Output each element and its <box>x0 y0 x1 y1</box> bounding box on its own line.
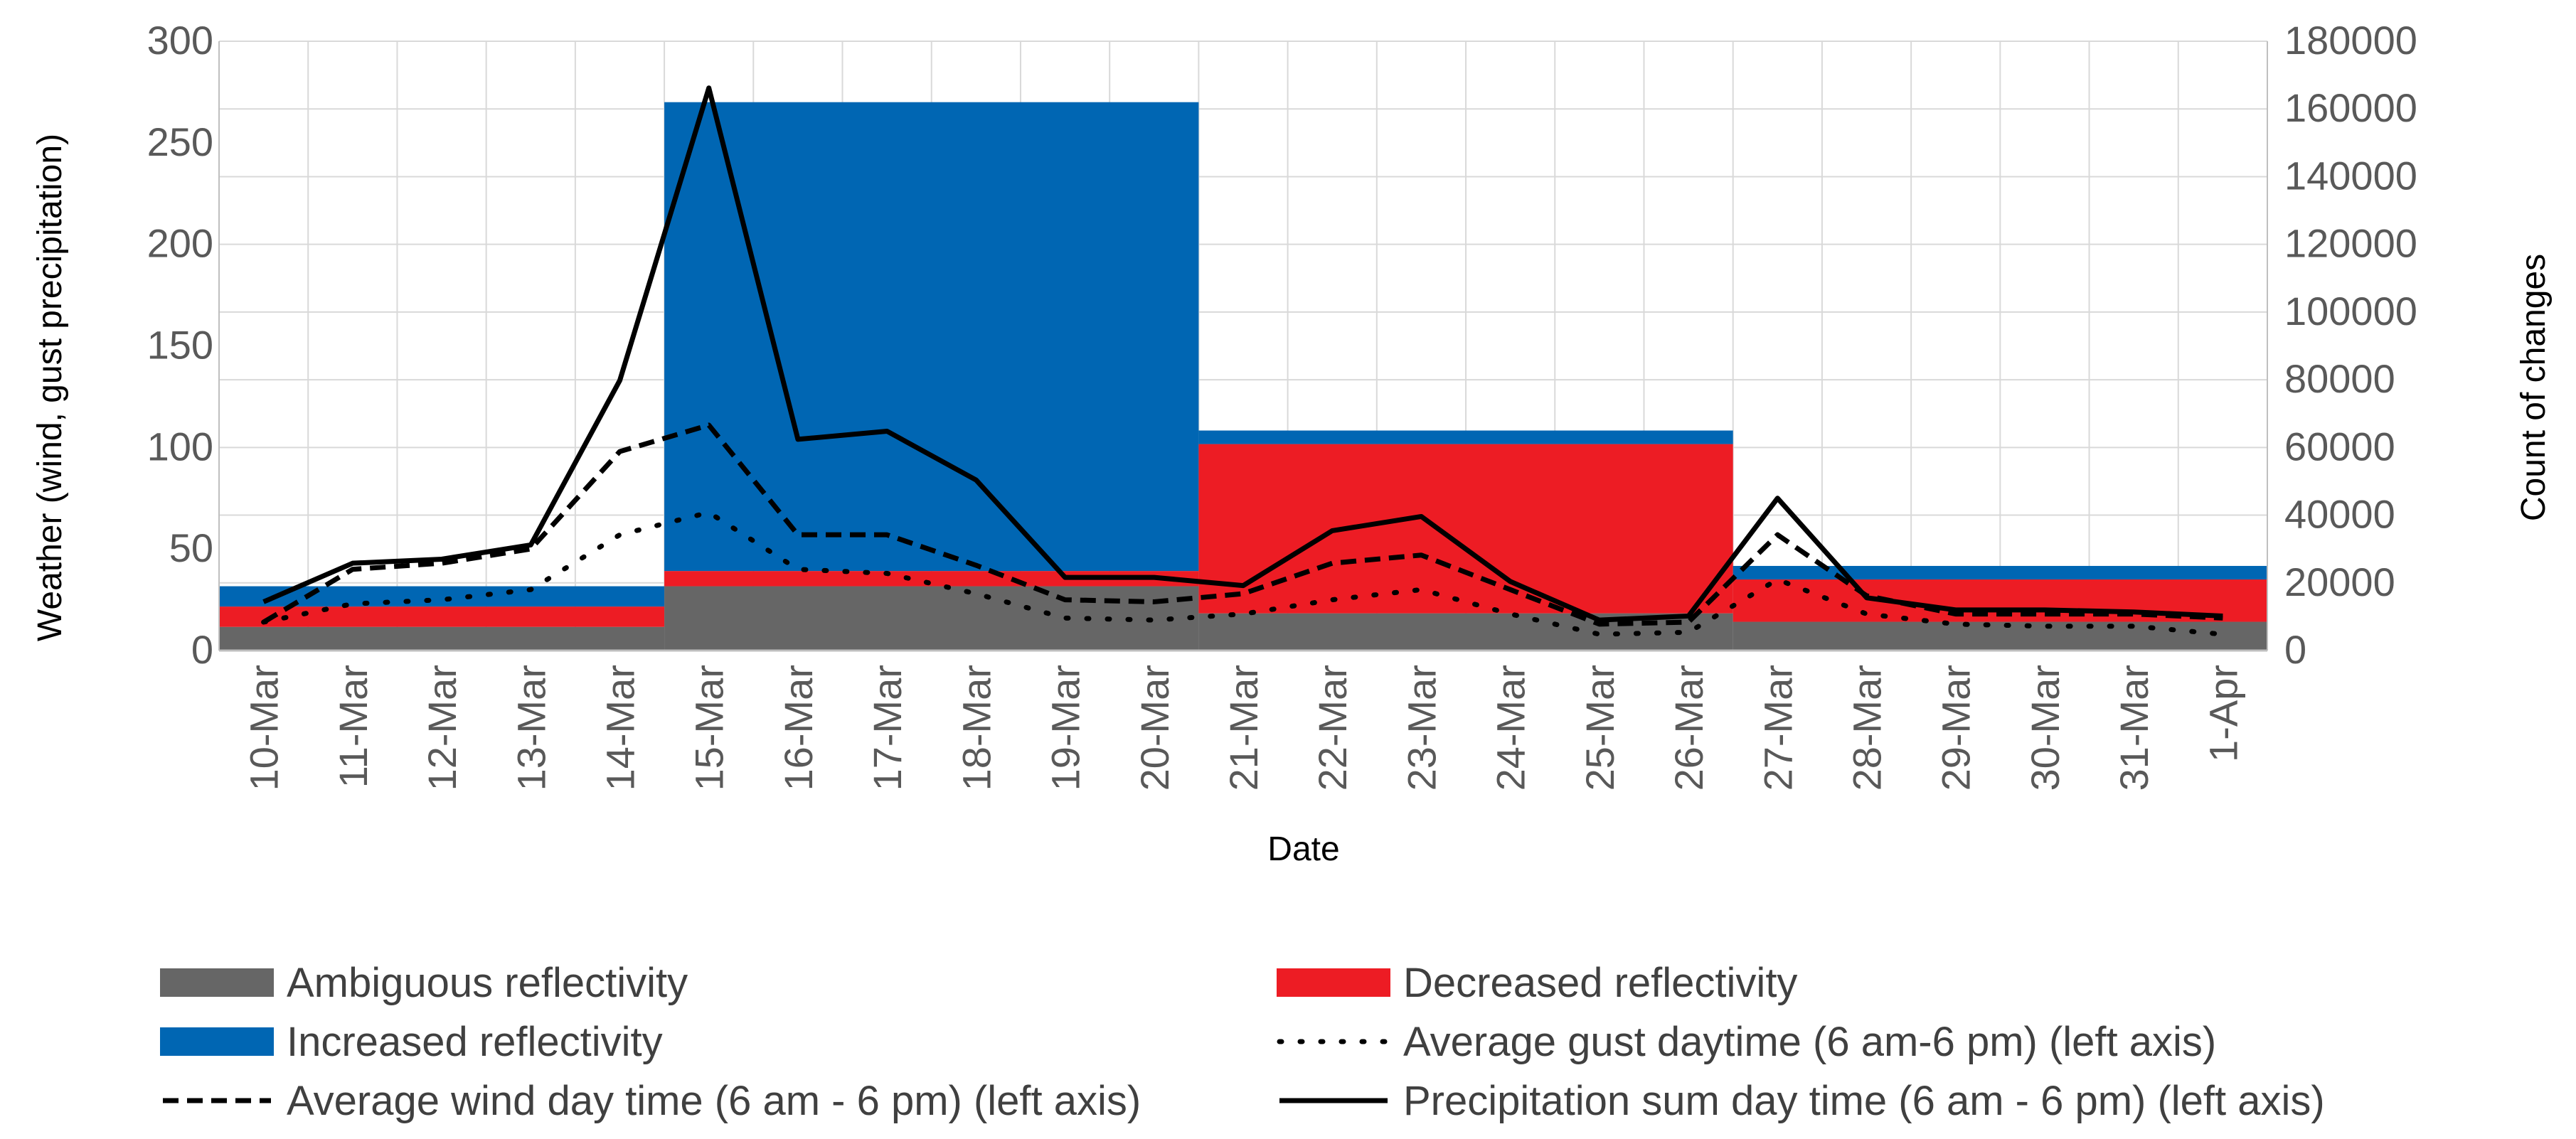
legend-label: Average gust daytime (6 am-6 pm) (left a… <box>1403 1019 2216 1065</box>
bar-decreased-period-3 <box>1198 444 1733 614</box>
right-tick-label: 120000 <box>2284 221 2417 266</box>
left-axis-title: Weather (wind, gust precipitation) <box>31 134 69 641</box>
line-dashed <box>262 422 2223 627</box>
legend-label: Decreased reflectivity <box>1403 960 1797 1006</box>
bar-ambiguous-period-2 <box>664 586 1199 651</box>
left-tick-label: 100 <box>147 424 213 469</box>
x-tick-label: 16-Mar <box>776 665 821 791</box>
x-tick-label: 15-Mar <box>687 665 732 791</box>
x-tick-label: 12-Mar <box>420 665 464 791</box>
right-tick-label: 40000 <box>2284 492 2395 537</box>
x-tick-label: 26-Mar <box>1666 665 1711 791</box>
left-tick-label: 50 <box>169 525 213 570</box>
right-tick-label: 60000 <box>2284 424 2395 469</box>
x-tick-label: 21-Mar <box>1221 665 1266 791</box>
x-tick-label: 23-Mar <box>1399 665 1444 791</box>
bar-increased-period-3 <box>1198 430 1733 444</box>
x-tick-label: 10-Mar <box>242 665 287 791</box>
right-axis-title: Count of changes <box>2515 254 2553 521</box>
x-tick-label: 20-Mar <box>1132 665 1177 791</box>
x-tick-label: 27-Mar <box>1755 665 1800 791</box>
bar-increased-period-4 <box>1733 565 2267 580</box>
right-tick-label: 140000 <box>2284 153 2417 198</box>
bar-ambiguous-period-1 <box>219 626 665 651</box>
x-tick-label: 11-Mar <box>331 665 376 788</box>
legend-label: Ambiguous reflectivity <box>287 960 688 1006</box>
left-tick-label: 0 <box>191 627 213 672</box>
right-tick-label: 180000 <box>2284 18 2417 63</box>
x-tick-label: 1-Apr <box>2200 665 2245 762</box>
x-tick-label: 19-Mar <box>1043 665 1088 791</box>
line-layer <box>261 85 2225 637</box>
bar-ambiguous-period-4 <box>1733 621 2267 651</box>
bar-layer <box>219 102 2267 651</box>
legend-swatch <box>160 968 274 997</box>
x-tick-label: 22-Mar <box>1310 665 1355 791</box>
legend: Ambiguous reflectivity Decreased reflecti… <box>160 960 2325 1124</box>
left-tick-label: 200 <box>147 221 213 266</box>
x-tick-label: 29-Mar <box>1934 665 1979 791</box>
right-tick-label: 0 <box>2284 627 2306 672</box>
legend-label: Precipitation sum day time (6 am - 6 pm)… <box>1403 1078 2325 1124</box>
x-tick-label: 13-Mar <box>509 665 553 791</box>
axes: 0 50 100 150 200 250 300 0 20000 40000 60000 80000 1… <box>147 18 2417 791</box>
right-tick-label: 80000 <box>2284 356 2395 401</box>
bar-decreased-period-1 <box>219 606 665 627</box>
left-tick-label: 250 <box>147 119 213 164</box>
right-tick-label: 20000 <box>2284 560 2395 604</box>
x-tick-label: 24-Mar <box>1489 665 1533 791</box>
bar-increased-period-2 <box>664 102 1199 572</box>
legend-label: Increased reflectivity <box>287 1019 663 1065</box>
x-tick-label: 30-Mar <box>2023 665 2067 791</box>
x-tick-label: 18-Mar <box>954 665 999 791</box>
left-tick-label: 150 <box>147 323 213 368</box>
bar-increased-period-1 <box>219 586 665 607</box>
legend-swatch <box>1277 968 1390 997</box>
x-tick-label: 31-Mar <box>2112 665 2156 791</box>
x-tick-label: 17-Mar <box>865 665 910 791</box>
legend-swatch <box>160 1027 274 1056</box>
legend-label: Average wind day time (6 am - 6 pm) (lef… <box>287 1078 1141 1124</box>
line-solid <box>262 85 2223 623</box>
x-tick-label: 28-Mar <box>1845 665 1890 791</box>
x-tick-label: 25-Mar <box>1577 665 1622 791</box>
x-axis-title: Date <box>1267 830 1339 868</box>
right-tick-label: 160000 <box>2284 85 2417 130</box>
left-tick-label: 300 <box>147 18 213 63</box>
right-tick-label: 100000 <box>2284 289 2417 333</box>
x-tick-label: 14-Mar <box>597 665 642 791</box>
